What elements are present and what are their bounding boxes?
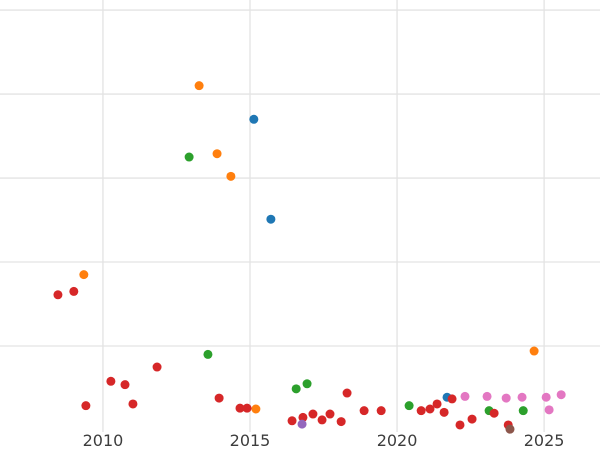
data-point-green bbox=[404, 401, 414, 411]
data-point-red bbox=[120, 380, 130, 390]
data-point-red bbox=[106, 376, 116, 386]
data-point-red bbox=[308, 409, 318, 419]
data-point-red bbox=[439, 407, 449, 417]
data-point-red bbox=[425, 404, 435, 414]
x-tick-label: 2020 bbox=[377, 431, 418, 450]
data-point-red bbox=[325, 409, 335, 419]
data-point-red bbox=[81, 401, 91, 411]
data-point-pink bbox=[544, 405, 554, 415]
x-tick-label: 2010 bbox=[83, 431, 124, 450]
data-point-red bbox=[53, 290, 63, 300]
data-point-red bbox=[467, 414, 477, 424]
data-point-green bbox=[291, 384, 301, 394]
data-point-pink bbox=[556, 390, 566, 400]
data-point-orange bbox=[529, 346, 539, 356]
data-point-green bbox=[184, 152, 194, 162]
data-point-red bbox=[336, 417, 346, 427]
x-tick-label: 2025 bbox=[524, 431, 565, 450]
data-point-red bbox=[152, 362, 162, 372]
data-point-blue bbox=[266, 214, 276, 224]
data-point-red bbox=[447, 394, 457, 404]
data-point-pink bbox=[541, 392, 551, 402]
data-point-red bbox=[317, 415, 327, 425]
data-point-orange bbox=[226, 171, 236, 181]
data-point-red bbox=[69, 286, 79, 296]
data-point-purple bbox=[297, 419, 307, 429]
data-point-red bbox=[416, 406, 426, 416]
data-point-orange bbox=[251, 404, 261, 414]
data-point-pink bbox=[460, 391, 470, 401]
data-point-red bbox=[432, 399, 442, 409]
data-point-red bbox=[242, 403, 252, 413]
data-point-red bbox=[128, 399, 138, 409]
data-point-red bbox=[235, 403, 245, 413]
data-point-orange bbox=[79, 270, 89, 280]
data-point-pink bbox=[482, 391, 492, 401]
data-point-red bbox=[359, 406, 369, 416]
data-point-pink bbox=[501, 393, 511, 403]
data-point-red bbox=[214, 393, 224, 403]
data-point-brown bbox=[505, 424, 515, 434]
data-point-orange bbox=[194, 81, 204, 91]
x-tick-label: 2015 bbox=[230, 431, 271, 450]
data-point-red bbox=[342, 388, 352, 398]
data-point-red bbox=[376, 406, 386, 416]
data-point-green bbox=[203, 349, 213, 359]
data-point-pink bbox=[517, 392, 527, 402]
data-point-blue bbox=[249, 114, 259, 124]
data-point-red bbox=[455, 420, 465, 430]
data-point-orange bbox=[212, 149, 222, 159]
data-point-green bbox=[518, 406, 528, 416]
data-point-red bbox=[298, 412, 308, 422]
data-point-green bbox=[302, 379, 312, 389]
data-point-red bbox=[489, 408, 499, 418]
data-point-red bbox=[287, 416, 297, 426]
